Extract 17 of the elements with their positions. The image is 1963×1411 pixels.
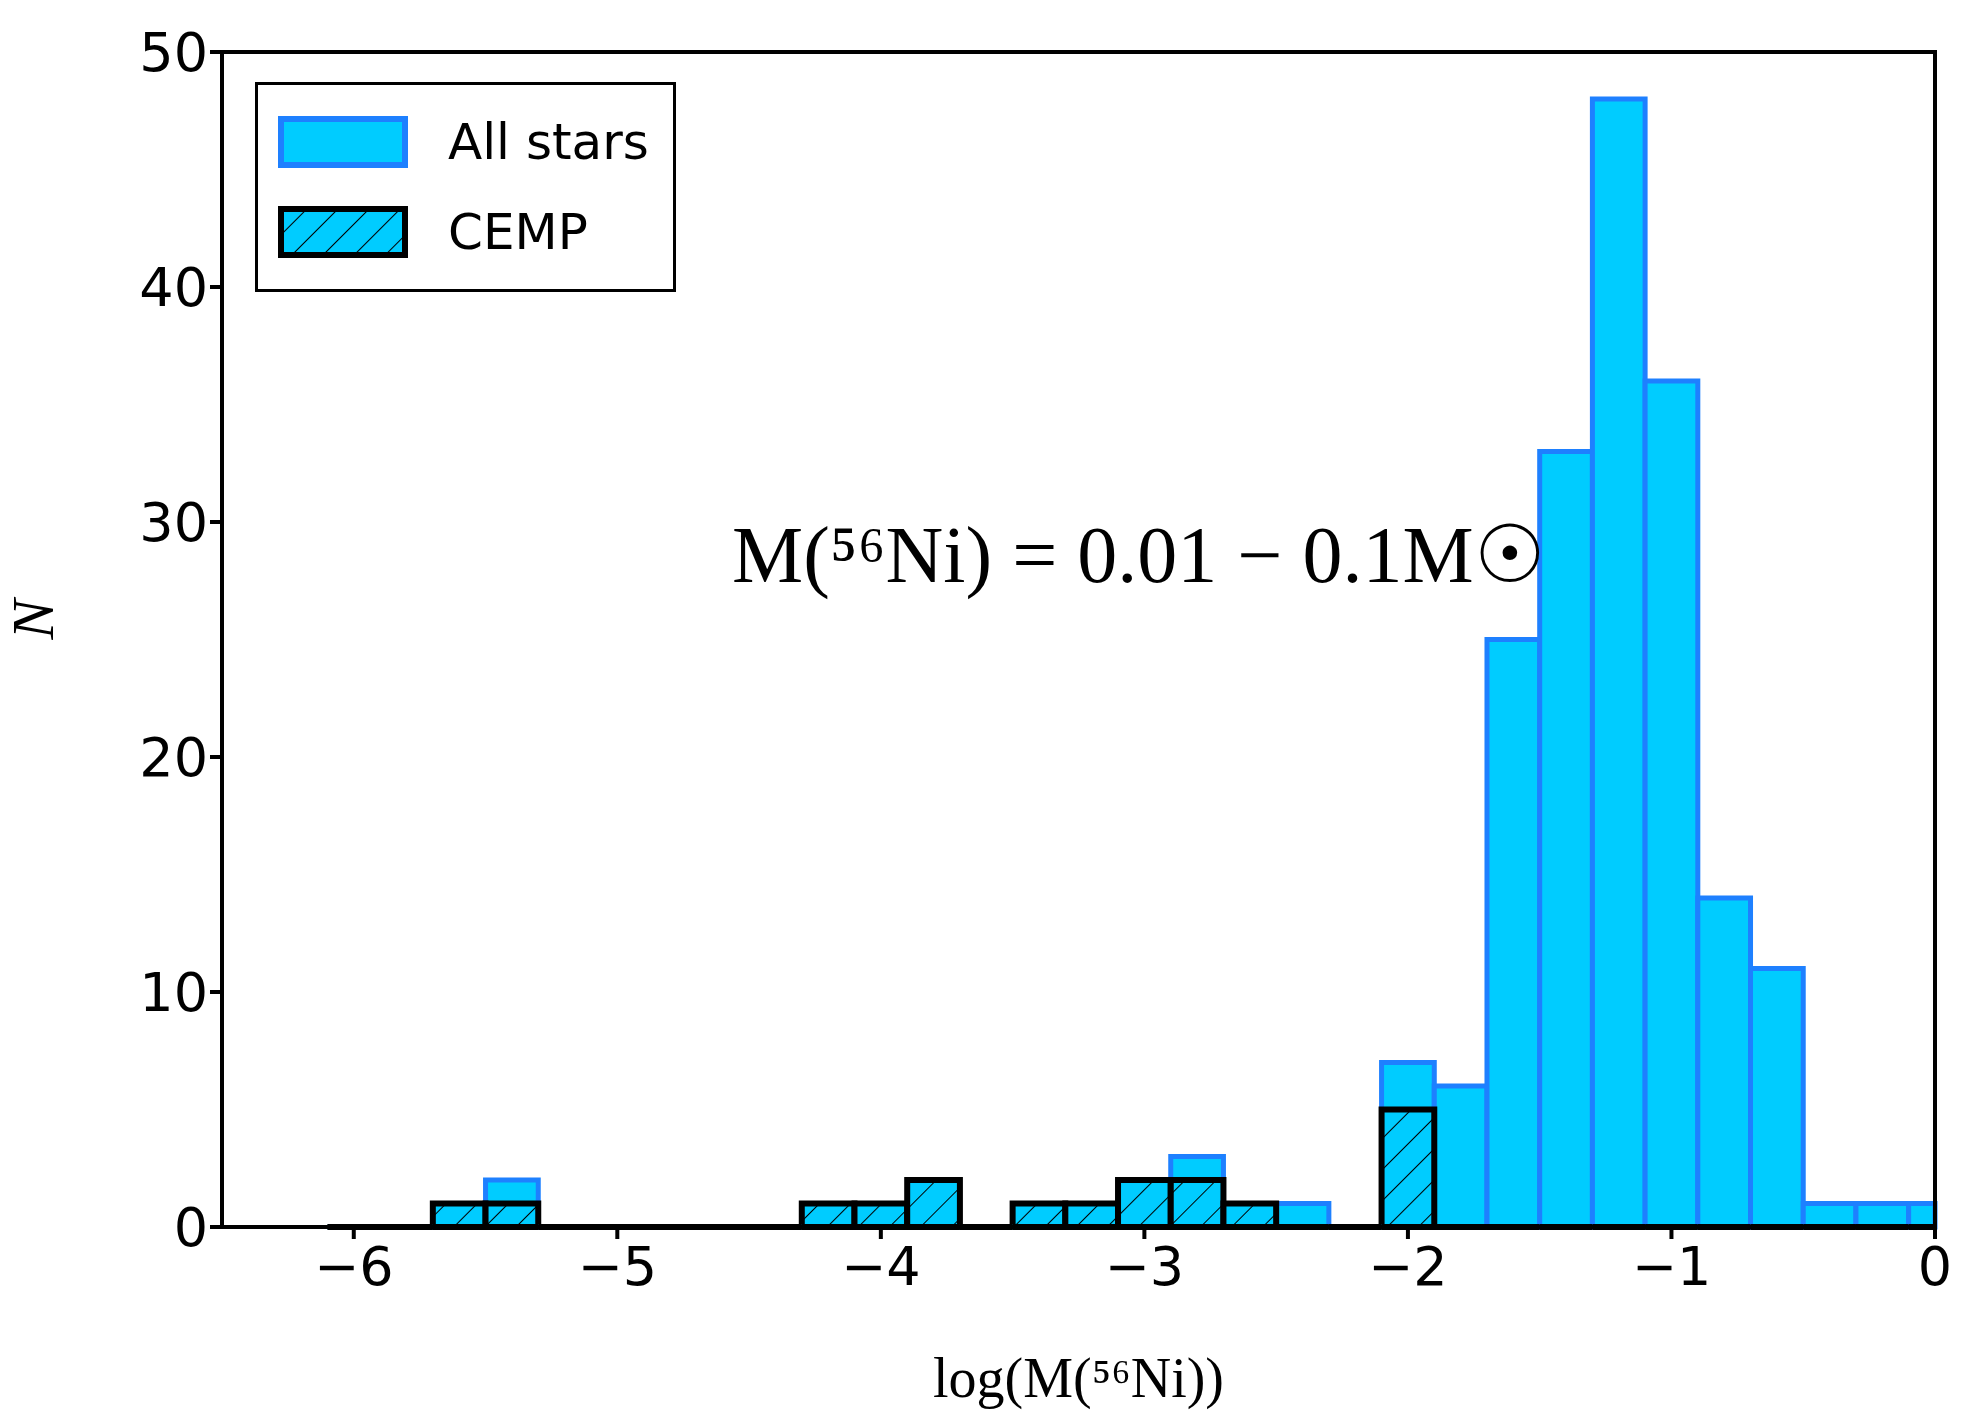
x-axis-title: log(M(⁵⁶Ni)) (933, 1347, 1224, 1410)
y-tick-label: 10 (139, 961, 208, 1025)
x-tick-label: −5 (577, 1235, 658, 1299)
x-tick-label: −2 (1368, 1235, 1448, 1299)
y-tick-label: 40 (139, 256, 208, 320)
y-tick-label: 20 (139, 726, 208, 790)
legend-label: CEMP (448, 203, 588, 261)
x-tick-label: −4 (841, 1235, 921, 1299)
x-tick-label: 0 (1917, 1235, 1953, 1299)
legend-label: All stars (448, 113, 649, 171)
y-tick-label: 30 (139, 491, 208, 555)
y-axis-title: N (0, 596, 67, 641)
x-tick-label: −1 (1631, 1235, 1712, 1299)
y-tick-label: 0 (173, 1196, 208, 1260)
x-tick-label: −3 (1104, 1235, 1185, 1299)
y-tick-label: 50 (139, 21, 208, 85)
x-tick-label: −6 (313, 1235, 394, 1299)
